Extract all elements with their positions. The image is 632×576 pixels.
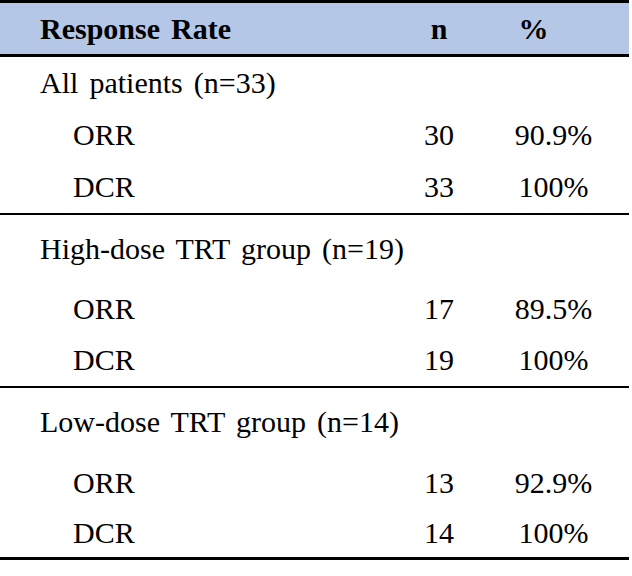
section-title-row: Low-dose TRT group (n=14): [0, 387, 629, 457]
row-label: ORR: [0, 457, 400, 509]
table-row: ORR 13 92.9%: [0, 457, 629, 509]
column-header-n: n: [400, 2, 478, 56]
column-header-response-rate: Response Rate: [0, 2, 400, 56]
table-header-row: Response Rate n %: [0, 2, 629, 56]
row-percent-value: 90.9%: [478, 109, 629, 161]
table-row: ORR 17 89.5%: [0, 283, 629, 335]
paper-table-page: Response Rate n % All patients (n=33) OR…: [0, 0, 632, 576]
response-rate-table: Response Rate n % All patients (n=33) OR…: [0, 0, 629, 560]
row-n-value: 14: [400, 509, 478, 559]
row-label: ORR: [0, 283, 400, 335]
row-n-value: 33: [400, 161, 478, 214]
section-low-dose: Low-dose TRT group (n=14) ORR 13 92.9% D…: [0, 387, 629, 559]
row-percent-value: 100%: [478, 335, 629, 387]
row-n-value: 13: [400, 457, 478, 509]
section-all-patients: All patients (n=33) ORR 30 90.9% DCR 33 …: [0, 56, 629, 214]
section-title-row: High-dose TRT group (n=19): [0, 214, 629, 283]
column-header-percent: %: [478, 2, 629, 56]
row-percent-value: 89.5%: [478, 283, 629, 335]
section-title: Low-dose TRT group (n=14): [0, 387, 629, 457]
table-row: DCR 33 100%: [0, 161, 629, 214]
row-label: DCR: [0, 335, 400, 387]
section-title-row: All patients (n=33): [0, 56, 629, 109]
row-n-value: 17: [400, 283, 478, 335]
row-n-value: 30: [400, 109, 478, 161]
row-percent-value: 100%: [478, 509, 629, 559]
table-row: DCR 14 100%: [0, 509, 629, 559]
section-title: All patients (n=33): [0, 56, 629, 109]
section-high-dose: High-dose TRT group (n=19) ORR 17 89.5% …: [0, 214, 629, 387]
section-title: High-dose TRT group (n=19): [0, 214, 629, 283]
table-row: ORR 30 90.9%: [0, 109, 629, 161]
row-n-value: 19: [400, 335, 478, 387]
row-label: DCR: [0, 161, 400, 214]
table-row: DCR 19 100%: [0, 335, 629, 387]
row-label: DCR: [0, 509, 400, 559]
row-percent-value: 100%: [478, 161, 629, 214]
row-percent-value: 92.9%: [478, 457, 629, 509]
row-label: ORR: [0, 109, 400, 161]
table-header: Response Rate n %: [0, 2, 629, 56]
